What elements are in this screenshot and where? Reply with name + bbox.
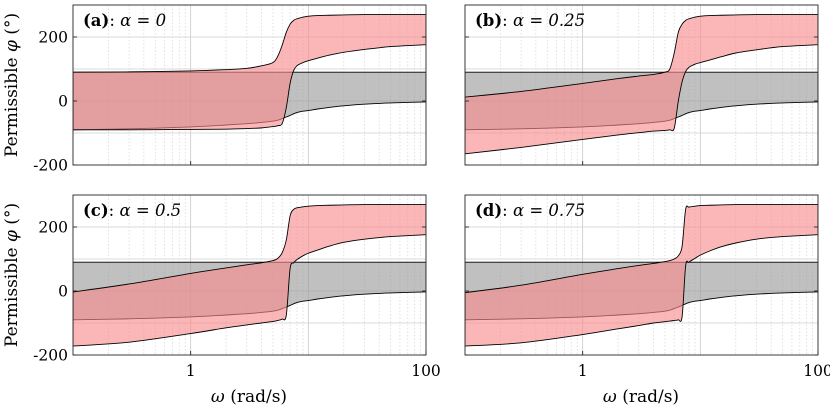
y-axis-label: Permissible φ (°) xyxy=(2,13,22,157)
y-tick-label: 0 xyxy=(58,93,68,111)
x-tick-label: 1 xyxy=(186,362,196,380)
y-tick-label: 200 xyxy=(38,219,68,237)
panel-alpha: α = 0.5 xyxy=(119,201,181,220)
panel-label: (c) xyxy=(83,201,109,220)
panel-d: 1 100 (d): α = 0.75 xyxy=(464,194,830,380)
panel-title: (c): α = 0.5 xyxy=(83,201,181,220)
x-tick-label: 100 xyxy=(411,362,441,380)
axes-frame xyxy=(464,4,819,166)
y-tick-label: 200 xyxy=(38,29,68,47)
x-tick-label: 100 xyxy=(803,362,830,380)
panel-label: (d) xyxy=(475,201,502,220)
panel-a: -200 0 200 (a): α = 0 xyxy=(33,4,427,175)
y-axis-label: Permissible φ (°) xyxy=(2,203,22,347)
red-permissible-band xyxy=(465,14,818,155)
red-permissible-band xyxy=(73,14,426,131)
panel-c: -200 0 200 1 100 (c): α = 0.5 xyxy=(33,194,441,380)
bands xyxy=(465,14,818,155)
bands xyxy=(73,204,426,347)
panel-alpha: α = 0 xyxy=(120,11,166,30)
panel-alpha: α = 0.25 xyxy=(513,11,585,30)
panel-title: (a): α = 0 xyxy=(83,11,166,30)
panel-separator: : xyxy=(502,201,513,220)
x-tick-label: 1 xyxy=(578,362,588,380)
panel-label: (b) xyxy=(475,11,502,30)
red-permissible-band xyxy=(73,204,426,347)
bands xyxy=(465,204,818,347)
red-permissible-band xyxy=(465,204,818,347)
y-tick-label: -200 xyxy=(33,157,68,175)
panel-alpha: α = 0.75 xyxy=(513,201,585,220)
panel-separator: : xyxy=(109,201,120,220)
x-axis-label: ω (rad/s) xyxy=(603,387,679,407)
panel-title: (b): α = 0.25 xyxy=(475,11,585,30)
y-tick-label: 0 xyxy=(58,283,68,301)
axes-frame xyxy=(72,194,427,356)
panel-b: (b): α = 0.25 xyxy=(464,4,819,166)
panel-separator: : xyxy=(109,11,120,30)
axes-frame xyxy=(464,194,819,356)
axes-frame xyxy=(72,4,427,166)
panel-separator: : xyxy=(502,11,513,30)
panel-title: (d): α = 0.75 xyxy=(475,201,585,220)
bands xyxy=(73,14,426,131)
panel-label: (a) xyxy=(83,11,109,30)
x-axis-label: ω (rad/s) xyxy=(211,387,287,407)
y-tick-label: -200 xyxy=(33,347,68,365)
